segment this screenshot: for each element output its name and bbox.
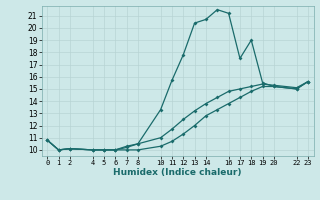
X-axis label: Humidex (Indice chaleur): Humidex (Indice chaleur) — [113, 168, 242, 177]
